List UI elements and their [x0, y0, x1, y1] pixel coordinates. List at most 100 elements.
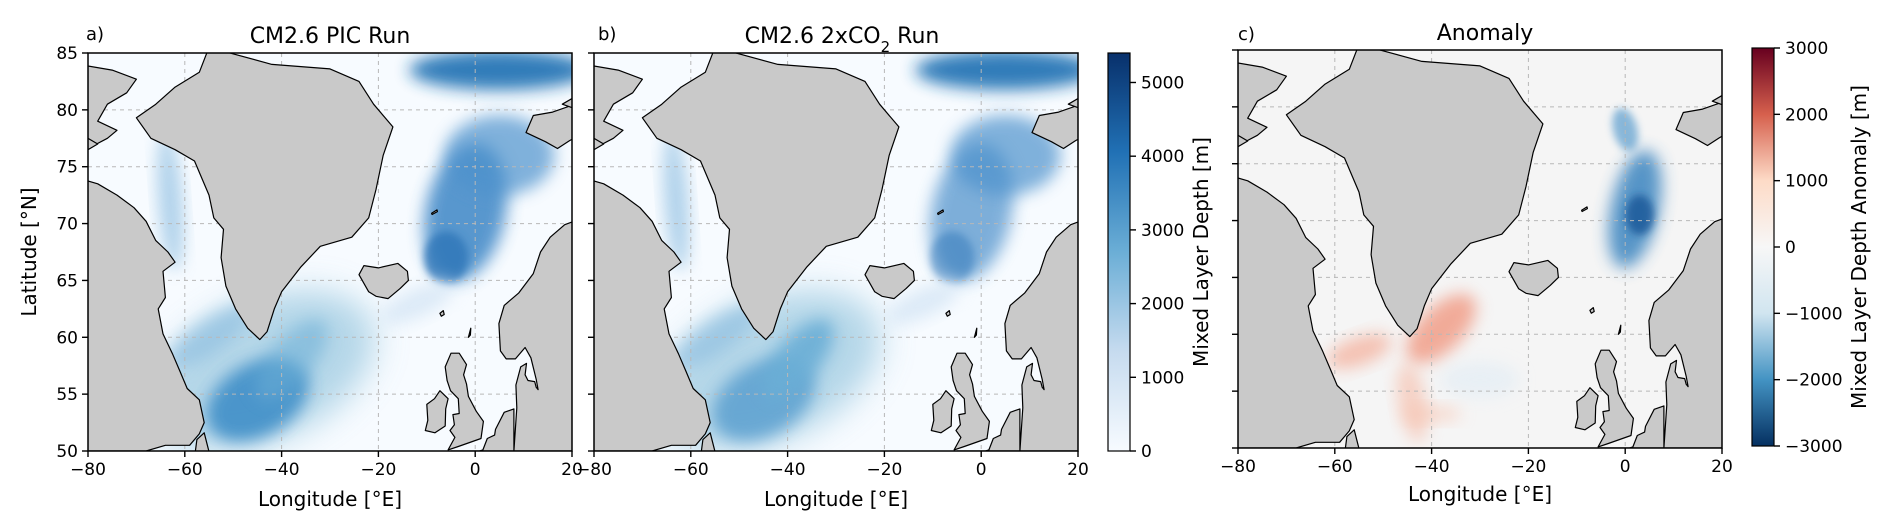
- landmass-ireland: [424, 390, 449, 434]
- land-layer: [594, 53, 1078, 451]
- fram-negative-anomaly: [1612, 108, 1639, 152]
- y-tick-label: 65: [56, 271, 78, 291]
- landmass-nunavut-bits: [1238, 134, 1249, 148]
- colorbar-swatch: [1751, 47, 1775, 447]
- landmass-britain: [1594, 349, 1634, 448]
- panel-title: CM2.6 PIC Run: [250, 24, 411, 49]
- landmass-jan-mayen: [1581, 206, 1588, 213]
- landmass-nordaustlandet: [1067, 97, 1078, 109]
- landmass-newfoundland: [194, 432, 210, 451]
- landmass-jan-mayen: [937, 209, 944, 216]
- panel-pic-run: a) CM2.6 PIC Run Longitude [°E] Latitude…: [17, 24, 583, 511]
- landmass-greenland: [135, 53, 394, 341]
- colorbar-tick-label: 5000: [1141, 73, 1184, 93]
- weak-negative-anomaly: [1440, 361, 1520, 398]
- y-tick-label: 60: [56, 328, 78, 348]
- x-tick-label: −20: [1510, 457, 1546, 477]
- x-tick-label: 20: [1067, 460, 1089, 480]
- x-tick-label: 20: [1711, 457, 1733, 477]
- colorbar-tick-label: 0: [1141, 442, 1152, 462]
- panel-letter: a): [86, 24, 104, 45]
- x-tick-label: −20: [360, 460, 396, 480]
- x-tick-label: −60: [1317, 457, 1353, 477]
- colorbar-tick-label: 4000: [1141, 147, 1184, 167]
- landmass-greenland: [1285, 50, 1544, 338]
- y-axis-label: Latitude [°N]: [17, 187, 41, 316]
- y-tick-label: 85: [56, 44, 78, 64]
- y-tick-label: 70: [56, 215, 78, 235]
- x-tick-label: −80: [70, 460, 106, 480]
- land-layer: [88, 53, 572, 451]
- x-tick-label: −20: [866, 460, 902, 480]
- arctic-ocean-field: [409, 53, 572, 91]
- landmass-north-america: [88, 65, 205, 451]
- colorbar-swatch: [1107, 52, 1131, 452]
- colorbar-tick-label: −3000: [1785, 437, 1843, 457]
- iceland-faroe-ridge-field: [380, 282, 454, 325]
- x-tick-label: −60: [167, 460, 203, 480]
- landmass-scandinavia: [1648, 218, 1722, 448]
- colorbar-tick-label: −2000: [1785, 371, 1843, 391]
- landmass-nunavut-bits: [594, 137, 605, 151]
- x-tick-label: 0: [1620, 457, 1631, 477]
- colorbar-label: Mixed Layer Depth Anomaly [m]: [1847, 85, 1871, 409]
- panel-letter: b): [598, 24, 616, 45]
- fram-strait-field: [444, 115, 555, 196]
- y-tick-label: 55: [56, 385, 78, 405]
- landmass-faroe: [439, 310, 445, 317]
- field-layer: [1326, 108, 1662, 442]
- colorbar-tick-label: 0: [1785, 238, 1796, 258]
- landmass-france: [1600, 405, 1665, 448]
- landmass-nordaustlandet: [1711, 94, 1722, 106]
- x-tick-label: 0: [470, 460, 481, 480]
- baffin-bay-band: [157, 130, 184, 271]
- landmass-svalbard: [525, 104, 572, 150]
- greenland-sea-core-anomaly: [1625, 194, 1654, 235]
- y-tick-label: 50: [56, 442, 78, 462]
- landmass-shetland: [467, 327, 472, 338]
- landmass-svalbard: [1031, 104, 1078, 150]
- map-frame: [1237, 49, 1723, 449]
- landmass-faroe: [945, 310, 951, 317]
- colorbar-tick-label: 2000: [1785, 105, 1828, 125]
- landmass-scandinavia: [498, 221, 572, 451]
- landmass-newfoundland: [1344, 429, 1360, 448]
- arctic-ocean-field: [915, 53, 1078, 91]
- landmass-france: [450, 408, 515, 451]
- colorbar-tick-label: −1000: [1785, 304, 1843, 324]
- landmass-nunavut-bits: [88, 137, 99, 151]
- landmass-greenland: [641, 53, 900, 341]
- labrador-positive-anomaly: [1326, 333, 1392, 369]
- baffin-bay-band: [663, 130, 690, 271]
- x-tick-label: −60: [673, 460, 709, 480]
- colorbar-mixed-layer-depth-anomaly: 3000 2000 1000 0 −1000 −2000 −3000 Mixed Layer…: [1751, 39, 1871, 457]
- x-tick-label: −80: [1220, 457, 1256, 477]
- landmass-svalbard: [1675, 101, 1722, 147]
- norwegian-basin-core: [424, 231, 469, 284]
- colorbar-tick-label: 2000: [1141, 295, 1184, 315]
- y-tick-label: 75: [56, 158, 78, 178]
- x-tick-label: −80: [576, 460, 612, 480]
- irminger-positive-anomaly: [1406, 293, 1477, 364]
- landmass-north-america: [594, 65, 711, 451]
- field-layer: [149, 53, 572, 451]
- landmass-ireland: [930, 390, 955, 434]
- field-layer: [655, 53, 1078, 451]
- x-axis-label: Longitude [°E]: [258, 487, 402, 511]
- x-tick-label: −40: [1414, 457, 1450, 477]
- landmass-shetland: [1617, 324, 1622, 335]
- map-frame: [593, 52, 1079, 452]
- landmass-france: [956, 408, 1021, 451]
- norwegian-basin-core: [930, 231, 975, 284]
- landmass-shetland: [973, 327, 978, 338]
- colorbar-label: Mixed Layer Depth [m]: [1189, 137, 1213, 367]
- irminger-sea-mixing: [255, 319, 328, 401]
- colorbar-mixed-layer-depth: 0 1000 2000 3000 4000 5000 Mixed Layer Depth …: [1107, 52, 1213, 462]
- landmass-faroe: [1589, 307, 1595, 314]
- iceland-faroe-ridge-field: [886, 282, 960, 325]
- panel-title: CM2.6 2xCO2 Run: [745, 24, 940, 56]
- landmass-north-america: [1238, 62, 1355, 448]
- colorbar-tick-label: 1000: [1141, 368, 1184, 388]
- y-tick-label: 80: [56, 101, 78, 121]
